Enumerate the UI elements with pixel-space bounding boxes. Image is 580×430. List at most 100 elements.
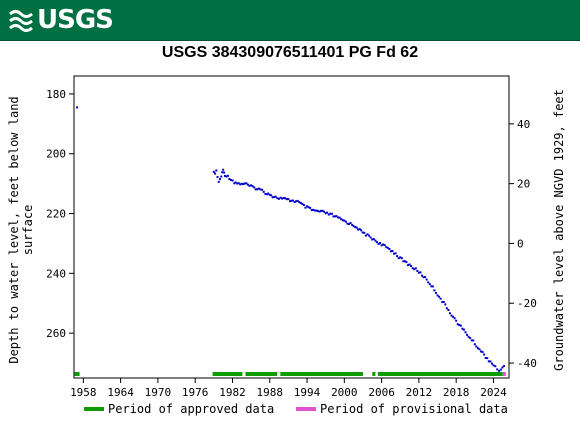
left-tick-label: 180 (46, 88, 66, 101)
data-point (357, 228, 360, 231)
data-point (223, 171, 226, 174)
left-tick-label: 200 (46, 148, 66, 161)
data-point (425, 278, 428, 281)
data-point (364, 234, 367, 237)
right-tick-label: -40 (517, 357, 537, 370)
data-point (455, 319, 458, 322)
x-tick-label: 1976 (182, 386, 209, 399)
data-point (419, 271, 422, 274)
data-point (452, 315, 455, 318)
y-axis-label-left-line2: surface (21, 205, 35, 256)
data-point (346, 222, 349, 225)
data-point (361, 231, 364, 234)
data-point (380, 244, 383, 247)
usgs-header-banner: USGS (0, 0, 580, 41)
left-tick-label: 220 (46, 208, 66, 221)
data-point (484, 356, 487, 359)
data-point (499, 368, 502, 371)
usgs-logo[interactable]: USGS (8, 4, 114, 36)
data-point (349, 222, 352, 225)
data-point (462, 328, 465, 331)
data-point (428, 283, 431, 286)
data-point (436, 294, 439, 297)
data-point (292, 199, 295, 202)
data-point (352, 225, 355, 228)
data-point (273, 195, 276, 198)
data-point (309, 206, 312, 209)
data-point (421, 274, 423, 277)
data-point (360, 229, 363, 232)
data-point (265, 193, 268, 196)
data-point (220, 175, 223, 178)
y-axis-label-right: Groundwater level above NGVD 1929, feet (552, 89, 566, 371)
data-point (487, 360, 490, 363)
data-point (268, 193, 271, 196)
plot-frame (73, 75, 510, 379)
data-point (215, 169, 218, 172)
approved-period-bar (245, 372, 278, 376)
provisional-period-bar (502, 372, 506, 376)
data-point (430, 285, 433, 288)
data-point (306, 205, 309, 208)
x-tick-label: 1988 (257, 386, 284, 399)
data-point (242, 183, 245, 186)
data-point (354, 226, 357, 229)
legend-provisional: Period of provisional data (296, 402, 508, 416)
data-point (431, 285, 434, 288)
data-point (382, 243, 385, 246)
approved-period-bar (372, 372, 376, 376)
data-point (397, 257, 400, 260)
data-point (476, 347, 479, 350)
data-point (230, 179, 233, 182)
data-point (389, 250, 392, 253)
data-point (498, 369, 501, 372)
approved-period-bar (74, 372, 80, 376)
data-point (274, 195, 277, 198)
data-point (461, 327, 464, 330)
data-point (332, 215, 335, 218)
x-tick-label: 2006 (368, 386, 395, 399)
data-point (231, 179, 234, 182)
data-point (439, 297, 442, 300)
data-point (296, 199, 299, 202)
data-point (226, 174, 229, 177)
data-point (237, 182, 240, 185)
data-point (234, 181, 237, 184)
legend-approved-swatch (84, 407, 104, 411)
data-point (293, 201, 296, 204)
approved-period-bar (377, 372, 503, 376)
right-tick-label: 40 (517, 118, 530, 131)
data-point (444, 303, 447, 306)
data-point (329, 212, 332, 215)
data-point (448, 312, 451, 315)
x-tick-label: 2000 (331, 386, 358, 399)
data-point (496, 368, 499, 371)
data-point (363, 231, 366, 234)
data-point (366, 233, 369, 236)
data-point (228, 177, 231, 180)
data-point (233, 182, 236, 185)
data-point (344, 220, 347, 223)
data-point (212, 170, 215, 173)
data-point (248, 184, 251, 187)
data-point (480, 350, 483, 353)
data-point (288, 200, 291, 203)
data-point (259, 188, 262, 191)
data-point (433, 289, 436, 292)
data-point (214, 172, 217, 175)
data-point (262, 190, 265, 193)
data-point (271, 196, 274, 199)
data-point (501, 366, 504, 369)
data-point (355, 226, 358, 229)
data-point (351, 223, 354, 226)
data-point (472, 339, 475, 342)
data-point (239, 183, 242, 186)
data-point (316, 209, 319, 212)
data-point (256, 188, 259, 191)
data-point (240, 182, 243, 185)
data-point (459, 324, 462, 327)
data-point (494, 365, 497, 368)
data-point (400, 257, 403, 260)
right-tick-label: 0 (517, 237, 524, 250)
x-tick-label: 2012 (406, 386, 433, 399)
